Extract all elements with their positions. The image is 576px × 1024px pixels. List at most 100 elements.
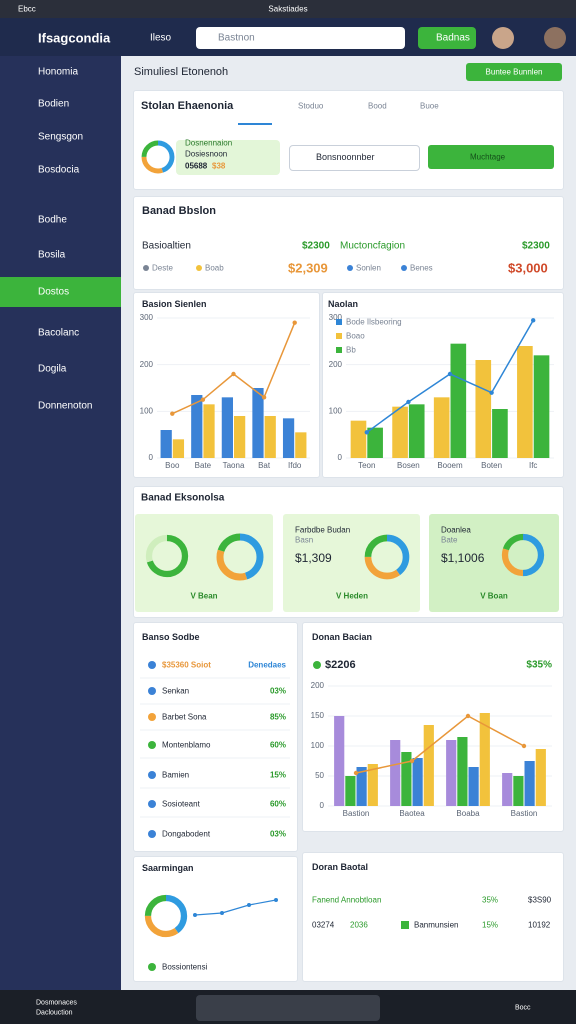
y-tick-label: 0 xyxy=(149,453,154,462)
amount: $2,309 xyxy=(288,260,328,276)
sidebar-item[interactable]: Bosila xyxy=(38,249,66,261)
card-title: Doran Baotal xyxy=(312,862,369,872)
label: $2300 xyxy=(522,240,550,252)
y-tick-label: 0 xyxy=(320,801,325,810)
bar xyxy=(390,740,401,806)
chart-title: Naolan xyxy=(328,299,359,309)
x-tick-label: Boo xyxy=(165,461,180,470)
row-label: Senkan xyxy=(162,686,190,696)
summary-card xyxy=(133,856,298,982)
x-tick-label: Baotea xyxy=(399,809,425,818)
sidebar-item[interactable]: Dostos xyxy=(38,286,70,298)
header-button[interactable] xyxy=(418,27,476,49)
select-value: Bonsnoonnber xyxy=(316,152,375,162)
bar xyxy=(392,406,408,458)
taskbar-label: Daclouction xyxy=(36,1009,73,1017)
chart-title: Basion Sienlen xyxy=(142,299,207,309)
x-tick-label: Bate xyxy=(195,461,212,470)
label: Basn xyxy=(295,535,314,545)
overview-tile xyxy=(283,514,420,612)
stat-change: $35% xyxy=(526,659,552,671)
row-value: 15% xyxy=(269,770,286,780)
bar xyxy=(350,420,367,458)
legend-label: Bode Ilsbeoring xyxy=(346,317,402,327)
row-icon xyxy=(148,830,156,838)
bar xyxy=(282,418,295,458)
filter-button[interactable] xyxy=(428,145,554,169)
chart-title: Donan Bacian xyxy=(312,632,373,642)
donut-segment xyxy=(141,140,175,174)
taskbar-center xyxy=(196,995,380,1021)
bar xyxy=(160,430,172,458)
donut-segment xyxy=(364,534,410,580)
sidebar-item[interactable]: Bodhe xyxy=(38,214,67,226)
bar xyxy=(252,388,264,458)
sidebar-item[interactable]: Honomia xyxy=(38,66,79,78)
sidebar-item[interactable]: Bosdocia xyxy=(38,164,80,176)
card-title: Banad Eksonolsa xyxy=(141,492,225,504)
row-value: 60% xyxy=(269,799,286,809)
avatar[interactable] xyxy=(544,27,566,49)
donut-segment xyxy=(216,533,264,581)
sidebar-item[interactable]: Sengsgon xyxy=(38,131,84,143)
menu: Ileso xyxy=(150,32,172,44)
label: Basioaltien xyxy=(142,240,191,252)
x-tick-label: Bastion xyxy=(511,809,538,818)
donut-segment xyxy=(141,140,175,174)
avatar[interactable] xyxy=(492,27,514,49)
amount: $3,000 xyxy=(508,260,548,276)
table-cell: 03274 xyxy=(312,920,335,930)
page-button[interactable] xyxy=(466,63,562,81)
card-title: Saarmingan xyxy=(142,863,194,873)
row-icon xyxy=(148,800,156,808)
active-item[interactable] xyxy=(0,277,121,307)
legend-swatch xyxy=(336,347,342,353)
sidebar-item[interactable]: Bacolanc xyxy=(38,327,80,339)
row-label: Montenblamo xyxy=(162,740,211,750)
y-tick-label: 200 xyxy=(140,360,154,369)
bar xyxy=(533,355,550,458)
bar xyxy=(433,397,450,458)
bar xyxy=(191,395,203,458)
bar xyxy=(367,427,383,458)
row-label: Bamien xyxy=(162,770,190,780)
bar xyxy=(264,416,276,458)
row-icon xyxy=(148,661,156,669)
bar xyxy=(203,404,215,458)
bar xyxy=(524,761,535,806)
x-tick-label: Boten xyxy=(481,461,502,470)
y-tick-label: 300 xyxy=(140,313,154,322)
tab: Stolan Ehaenonia xyxy=(141,100,234,112)
taskbar-label: Bocc xyxy=(515,1004,531,1012)
line xyxy=(366,319,534,433)
label: $1,1006 xyxy=(441,551,485,565)
row-value: 03% xyxy=(269,829,286,839)
bar xyxy=(492,409,508,458)
y-tick-label: 300 xyxy=(329,313,343,322)
y-tick-label: 50 xyxy=(315,771,324,780)
select[interactable] xyxy=(289,145,420,171)
x-tick-label: Bastion xyxy=(343,809,370,818)
button-label: Badnas xyxy=(436,32,470,44)
x-tick-label: Taona xyxy=(223,461,245,470)
tab: Stoduo xyxy=(298,101,324,111)
row-value: 85% xyxy=(269,712,286,722)
row-icon xyxy=(148,741,156,749)
sidebar-item[interactable]: Dogila xyxy=(38,363,67,375)
row-icon xyxy=(148,687,156,695)
button-label: Muchtage xyxy=(470,152,506,162)
search-box[interactable] xyxy=(196,27,405,49)
x-tick-label: Bosen xyxy=(397,461,420,470)
row-value: 60% xyxy=(269,740,286,750)
sidebar-item[interactable]: Donnenoton xyxy=(38,400,93,412)
balance-card xyxy=(133,196,564,290)
donut-segment xyxy=(501,533,545,577)
sidebar-item[interactable]: Bodien xyxy=(38,98,70,110)
x-tick-label: Ifdo xyxy=(288,461,302,470)
label: $1,309 xyxy=(295,551,332,565)
row-icon xyxy=(148,771,156,779)
tab: Buoe xyxy=(420,101,439,111)
bar xyxy=(450,343,467,458)
label: Dosiesnoon xyxy=(185,149,228,159)
